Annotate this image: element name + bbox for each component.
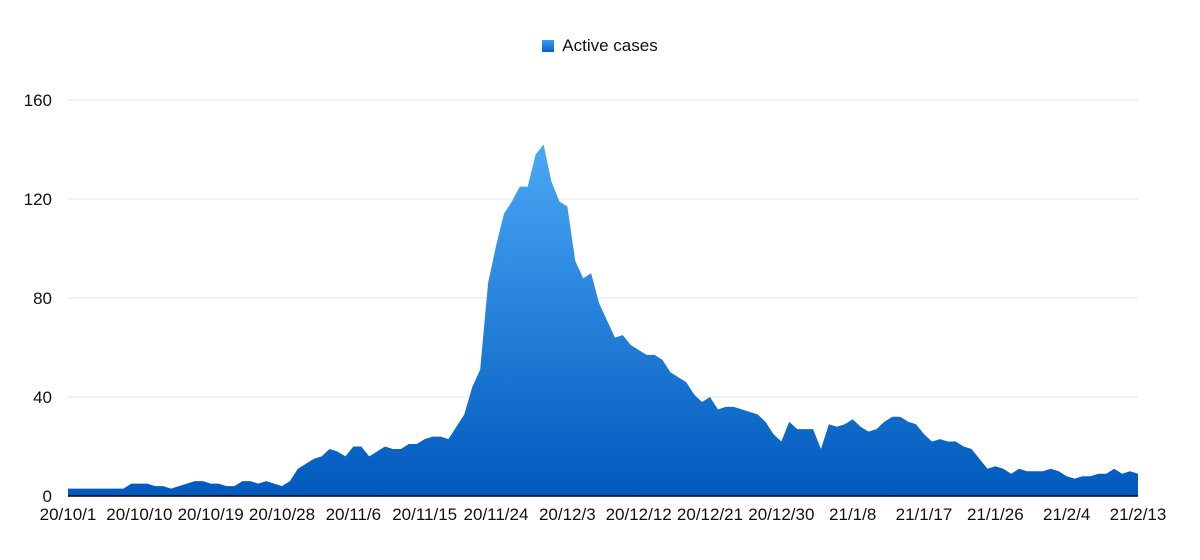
x-tick-label: 20/11/6 — [326, 505, 381, 524]
y-tick-label: 120 — [24, 190, 52, 209]
x-tick-label: 20/12/3 — [539, 505, 596, 524]
legend: Active cases — [0, 36, 1200, 56]
x-tick-label: 20/12/30 — [748, 505, 814, 524]
x-tick-label: 21/1/26 — [967, 505, 1024, 524]
x-tick-label: 20/11/24 — [464, 505, 529, 524]
legend-label: Active cases — [562, 36, 658, 55]
x-tick-label: 20/10/10 — [106, 505, 172, 524]
x-tick-label: 20/10/1 — [40, 505, 97, 524]
x-tick-label: 20/10/28 — [249, 505, 315, 524]
x-tick-label: 20/12/12 — [606, 505, 672, 524]
x-tick-label: 21/2/13 — [1110, 505, 1167, 524]
y-tick-label: 160 — [24, 91, 52, 110]
y-tick-label: 40 — [33, 388, 52, 407]
x-tick-label: 21/1/8 — [829, 505, 876, 524]
x-tick-label: 21/1/17 — [896, 505, 953, 524]
x-tick-label: 21/2/4 — [1043, 505, 1090, 524]
series-area-active-cases — [68, 144, 1138, 497]
y-tick-label: 80 — [33, 289, 52, 308]
x-tick-label: 20/12/21 — [677, 505, 743, 524]
y-tick-label: 0 — [43, 487, 52, 506]
x-tick-label: 20/10/19 — [178, 505, 244, 524]
x-tick-label: 20/11/15 — [392, 505, 457, 524]
legend-swatch — [542, 40, 555, 52]
